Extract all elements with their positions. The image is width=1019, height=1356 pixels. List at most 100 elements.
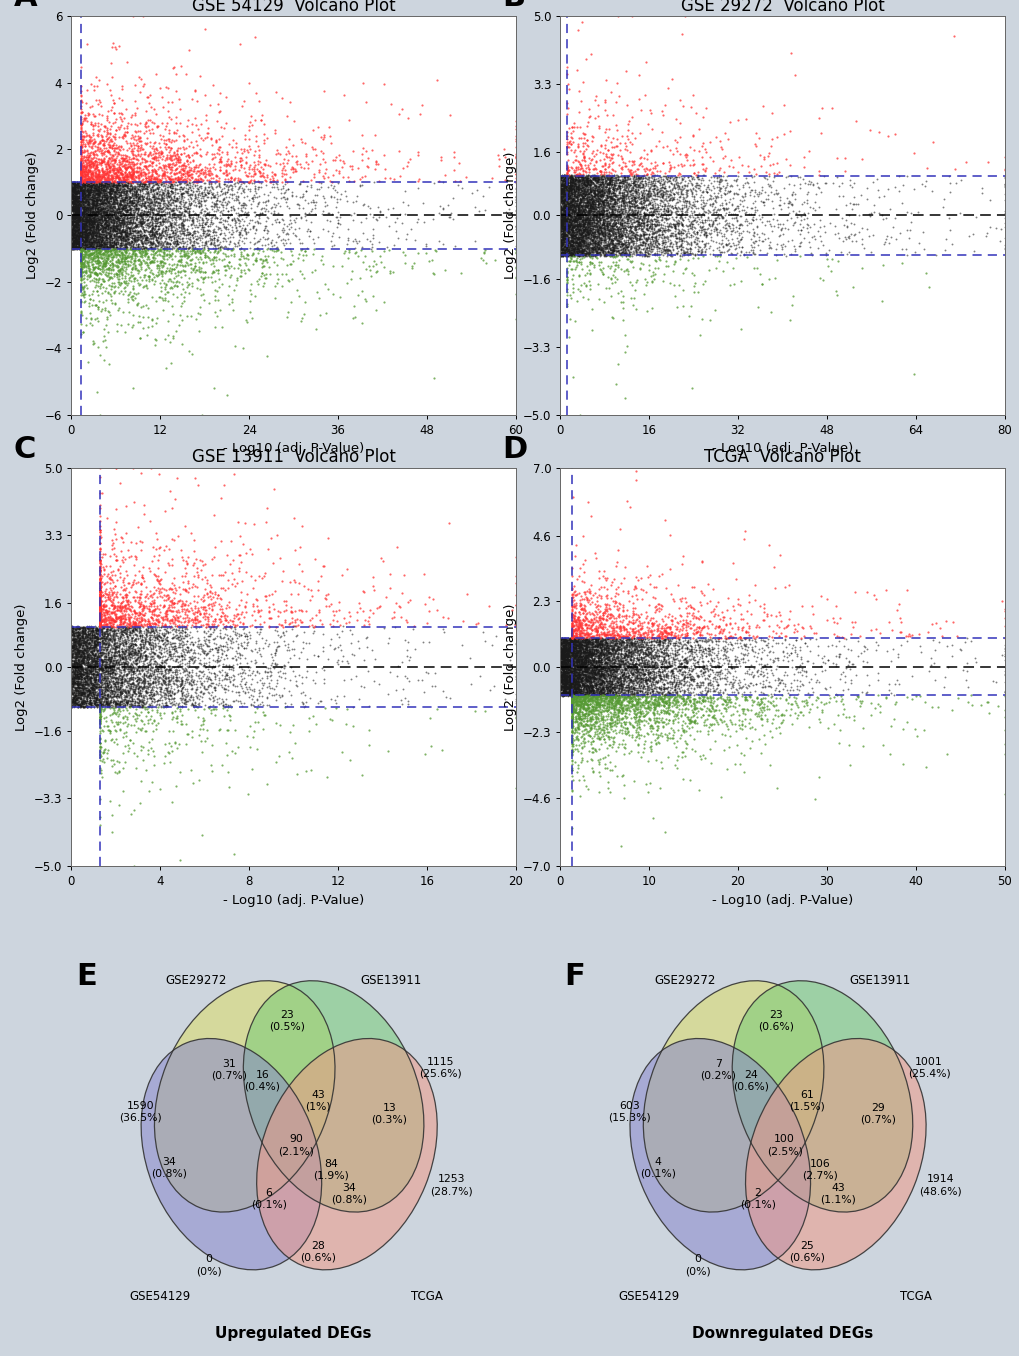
Point bbox=[648, 647, 664, 669]
Point bbox=[140, 607, 156, 629]
Point bbox=[753, 715, 769, 736]
Point bbox=[129, 640, 146, 662]
Point bbox=[636, 283, 652, 305]
Point bbox=[92, 589, 108, 610]
Point bbox=[554, 224, 571, 245]
Point bbox=[585, 651, 601, 673]
Point bbox=[767, 239, 784, 260]
Point bbox=[624, 674, 640, 696]
Point bbox=[582, 687, 598, 709]
Point bbox=[94, 216, 110, 237]
Point bbox=[77, 159, 94, 180]
Point bbox=[87, 686, 103, 708]
Point bbox=[114, 243, 130, 264]
Point bbox=[106, 594, 122, 616]
Point bbox=[582, 225, 598, 247]
Point bbox=[564, 706, 580, 728]
Point bbox=[631, 226, 647, 248]
Point bbox=[70, 207, 87, 229]
Point bbox=[620, 224, 636, 245]
Point bbox=[93, 207, 109, 229]
Point bbox=[720, 662, 737, 683]
Point bbox=[360, 146, 376, 168]
Point bbox=[126, 674, 143, 696]
Point bbox=[585, 203, 601, 225]
Point bbox=[138, 679, 154, 701]
Point bbox=[552, 209, 569, 231]
Point bbox=[552, 165, 569, 187]
Point bbox=[110, 237, 126, 259]
Point bbox=[554, 682, 571, 704]
Point bbox=[655, 656, 672, 678]
Point bbox=[579, 174, 595, 195]
Point bbox=[636, 202, 652, 224]
Point bbox=[651, 240, 667, 262]
Point bbox=[94, 256, 110, 278]
Point bbox=[140, 207, 156, 229]
Point bbox=[78, 250, 95, 271]
Point bbox=[77, 235, 94, 256]
Point bbox=[560, 221, 577, 243]
Point bbox=[114, 160, 130, 182]
Point bbox=[557, 237, 574, 259]
Point bbox=[574, 239, 590, 260]
Point bbox=[183, 157, 200, 179]
Point bbox=[591, 633, 607, 655]
Point bbox=[642, 637, 658, 659]
Point bbox=[135, 677, 151, 698]
Point bbox=[571, 224, 587, 245]
Point bbox=[129, 694, 146, 716]
Point bbox=[650, 660, 666, 682]
Point bbox=[561, 628, 578, 650]
Point bbox=[552, 198, 569, 220]
Point bbox=[630, 639, 646, 660]
Point bbox=[560, 645, 577, 667]
Point bbox=[115, 149, 131, 171]
Point bbox=[564, 692, 580, 713]
Point bbox=[165, 618, 181, 640]
Point bbox=[639, 681, 655, 702]
Point bbox=[557, 217, 574, 239]
Point bbox=[65, 176, 82, 198]
Point bbox=[773, 640, 790, 662]
Point bbox=[199, 678, 215, 700]
Point bbox=[63, 198, 79, 220]
Point bbox=[594, 609, 610, 631]
Point bbox=[201, 631, 217, 652]
Point bbox=[209, 625, 225, 647]
Point bbox=[138, 660, 154, 682]
Point bbox=[109, 206, 125, 228]
Point bbox=[125, 220, 142, 241]
Point bbox=[116, 122, 132, 144]
Point bbox=[574, 233, 590, 255]
Point bbox=[137, 633, 153, 655]
Point bbox=[592, 231, 608, 252]
Point bbox=[562, 205, 579, 226]
Point bbox=[158, 603, 174, 625]
Point bbox=[577, 187, 593, 209]
Point bbox=[611, 210, 628, 232]
Point bbox=[270, 210, 286, 232]
Point bbox=[575, 643, 591, 664]
Point bbox=[576, 209, 592, 231]
Point bbox=[572, 203, 588, 225]
Point bbox=[99, 636, 115, 658]
Point bbox=[167, 206, 183, 228]
Point bbox=[607, 660, 624, 682]
Point bbox=[94, 216, 110, 237]
Point bbox=[605, 595, 622, 617]
Point bbox=[69, 675, 86, 697]
Point bbox=[592, 671, 608, 693]
Point bbox=[121, 212, 138, 233]
Point bbox=[140, 620, 156, 641]
Point bbox=[106, 647, 122, 669]
Point bbox=[584, 643, 600, 664]
Point bbox=[86, 168, 102, 190]
Point bbox=[85, 650, 101, 671]
Point bbox=[117, 165, 133, 187]
Point bbox=[566, 682, 582, 704]
Point bbox=[556, 682, 573, 704]
Point bbox=[552, 232, 569, 254]
Point bbox=[85, 677, 101, 698]
Point bbox=[552, 656, 569, 678]
